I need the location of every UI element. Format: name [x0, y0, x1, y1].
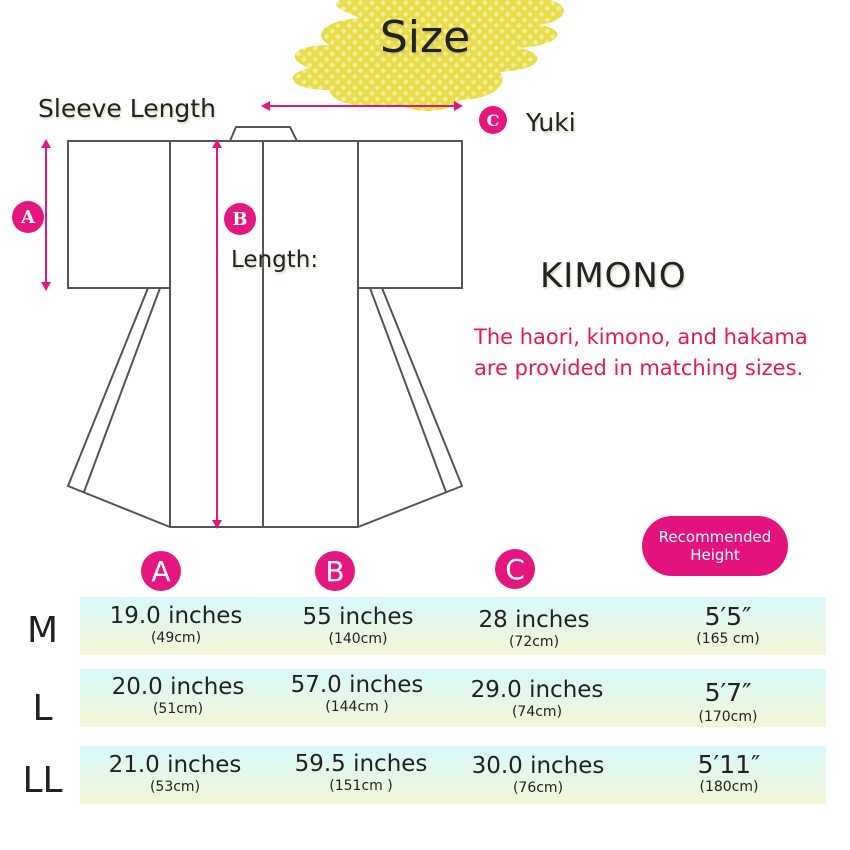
sleeve-length-label: Sleeve Length [38, 94, 216, 123]
marker-a-badge: A [12, 201, 44, 233]
value-cm: (144cm ) [325, 699, 389, 715]
value-inches: 20.0 inches [111, 674, 245, 700]
gold-cloud-decoration [292, 0, 564, 112]
length-label: Length: [231, 247, 319, 273]
value-inches: 21.0 inches [108, 752, 242, 778]
table-row-m [80, 597, 826, 655]
product-name: KIMONO [540, 256, 687, 296]
value-cm: (49cm) [150, 630, 202, 646]
cell-b: 57.0 inches (144cm ) [272, 672, 442, 716]
kimono-diagram [41, 101, 464, 529]
value-cm: (170cm) [698, 709, 758, 725]
cell-c: 28 inches (72cm) [449, 607, 619, 651]
value-feet: 5′7″ [704, 678, 752, 707]
table-row-l [80, 669, 826, 727]
marker-b-badge: B [224, 203, 256, 235]
value-feet: 5′5″ [704, 602, 752, 631]
column-a-badge: A [141, 551, 181, 591]
value-feet: 5′11″ [697, 750, 761, 779]
column-c-badge: C [495, 549, 535, 589]
page-title: Size [379, 12, 471, 63]
value-cm: (165 cm) [696, 631, 760, 647]
size-label: LL [22, 760, 63, 801]
value-inches: 29.0 inches [470, 677, 604, 703]
value-cm: (51cm) [152, 701, 204, 717]
product-note: The haori, kimono, and hakama are provid… [474, 322, 808, 384]
marker-c-badge: C [479, 106, 507, 134]
value-cm: (72cm) [508, 634, 560, 650]
cell-height: 5′5″ (165 cm) [643, 604, 813, 648]
note-line-1: The haori, kimono, and hakama [474, 325, 808, 349]
value-inches: 28 inches [478, 607, 590, 633]
cell-height: 5′7″ (170cm) [643, 678, 813, 726]
value-cm: (180cm) [699, 779, 759, 795]
value-inches: 55 inches [302, 604, 414, 630]
table-row-ll [80, 746, 826, 804]
value-cm: (140cm) [328, 631, 388, 647]
cell-a: 19.0 inches (49cm) [91, 603, 261, 647]
cell-c: 29.0 inches (74cm) [452, 677, 622, 721]
recommended-height-badge: Recommended Height [642, 516, 788, 576]
note-line-2: are provided in matching sizes. [474, 356, 804, 380]
value-cm: (74cm) [511, 704, 563, 720]
cell-height: 5′11″ (180cm) [644, 752, 814, 796]
value-cm: (53cm) [149, 779, 201, 795]
cell-a: 20.0 inches (51cm) [93, 674, 263, 718]
value-inches: 19.0 inches [109, 603, 243, 629]
size-label: M [26, 610, 59, 651]
cell-a: 21.0 inches (53cm) [90, 752, 260, 796]
value-inches: 57.0 inches [290, 672, 424, 698]
value-cm: (151cm ) [329, 778, 393, 794]
cell-c: 30.0 inches (76cm) [453, 753, 623, 797]
cell-b: 55 inches (140cm) [273, 604, 443, 648]
value-inches: 30.0 inches [471, 753, 605, 779]
yuki-label: Yuki [526, 108, 576, 137]
column-b-badge: B [315, 551, 355, 591]
cell-b: 59.5 inches (151cm ) [276, 751, 446, 795]
value-cm: (76cm) [512, 780, 564, 796]
value-inches: 59.5 inches [294, 751, 428, 777]
size-label: L [32, 688, 53, 729]
